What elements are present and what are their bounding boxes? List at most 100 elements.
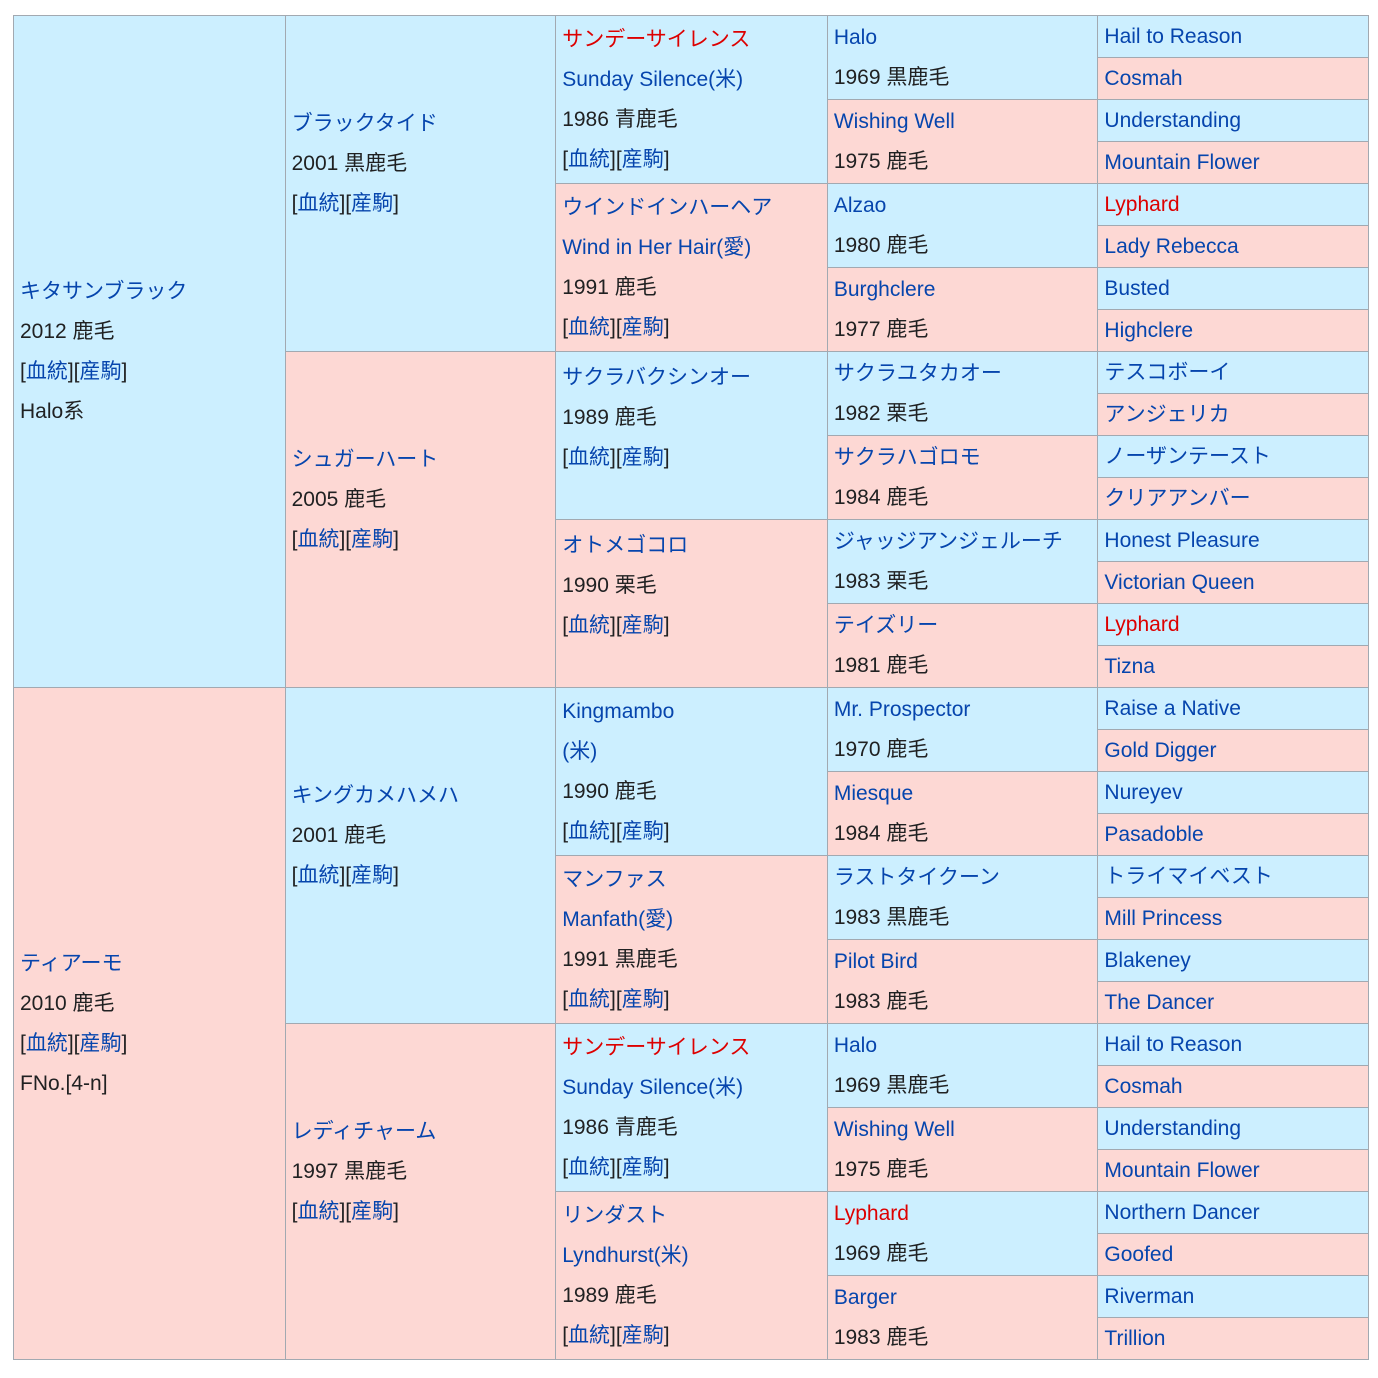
horse-name[interactable]: キタサンブラック <box>20 279 188 303</box>
horse-name[interactable]: ジャッジアンジェルーチ <box>833 529 1063 553</box>
horse-name[interactable]: Hail to Reason <box>1104 1032 1243 1056</box>
horse-name[interactable]: キングカメハメハ <box>291 783 459 807</box>
horse-alt-name[interactable]: Sunday Silence(米) <box>562 1075 744 1099</box>
horse-name[interactable]: Northern Dancer <box>1104 1200 1260 1224</box>
offspring-link[interactable]: 産駒 <box>621 987 664 1011</box>
horse-name[interactable]: Trillion <box>1104 1326 1166 1350</box>
horse-name[interactable]: Halo <box>833 1033 878 1057</box>
horse-name[interactable]: ノーザンテースト <box>1104 444 1271 468</box>
horse-name[interactable]: ブラックタイド <box>291 111 438 135</box>
offspring-link[interactable]: 産駒 <box>351 191 394 215</box>
horse-name[interactable]: Halo <box>833 25 878 49</box>
pedigree-link[interactable]: 血統 <box>568 819 611 843</box>
horse-alt-name[interactable]: Lyndhurst(米) <box>562 1243 689 1267</box>
pedigree-link[interactable]: 血統 <box>568 987 611 1011</box>
pedigree-link[interactable]: 血統 <box>568 445 611 469</box>
offspring-link[interactable]: 産駒 <box>621 445 664 469</box>
horse-name[interactable]: Hail to Reason <box>1104 24 1243 48</box>
offspring-link[interactable]: 産駒 <box>351 1199 394 1223</box>
horse-name[interactable]: Wishing Well <box>833 109 955 133</box>
pedigree-link[interactable]: 血統 <box>25 359 68 383</box>
horse-name[interactable]: Riverman <box>1104 1284 1195 1308</box>
horse-name[interactable]: Lady Rebecca <box>1104 234 1239 258</box>
horse-name[interactable]: アンジェリカ <box>1104 402 1230 426</box>
horse-name[interactable]: The Dancer <box>1104 990 1215 1014</box>
pedigree-link[interactable]: 血統 <box>568 315 611 339</box>
horse-name[interactable]: Wishing Well <box>833 1117 955 1141</box>
gen4-cell: Halo 1969 黒鹿毛 <box>826 15 1099 100</box>
offspring-link[interactable]: 産駒 <box>351 863 394 887</box>
horse-name[interactable]: Alzao <box>833 193 887 217</box>
horse-name[interactable]: サンデーサイレンス <box>562 27 751 51</box>
horse-name[interactable]: Lyphard <box>1104 192 1180 216</box>
horse-name[interactable]: マンファス <box>562 867 667 891</box>
horse-name[interactable]: ウインドインハーヘア <box>562 195 773 219</box>
horse-name[interactable]: Burghclere <box>833 277 936 301</box>
offspring-link[interactable]: 産駒 <box>351 527 394 551</box>
horse-name[interactable]: Cosmah <box>1104 1074 1183 1098</box>
offspring-link[interactable]: 産駒 <box>621 1323 664 1347</box>
horse-name[interactable]: Gold Digger <box>1104 738 1217 762</box>
horse-name[interactable]: テスコボーイ <box>1104 360 1231 384</box>
horse-name[interactable]: Miesque <box>833 781 914 805</box>
horse-name[interactable]: トライマイベスト <box>1104 864 1273 888</box>
horse-name[interactable]: Mill Princess <box>1104 906 1223 930</box>
horse-name[interactable]: オトメゴコロ <box>562 533 689 557</box>
horse-alt-name[interactable]: Sunday Silence(米) <box>562 67 744 91</box>
horse-alt-name[interactable]: (米) <box>562 739 598 763</box>
offspring-link[interactable]: 産駒 <box>621 1155 664 1179</box>
horse-name[interactable]: Raise a Native <box>1104 696 1241 720</box>
pedigree-link[interactable]: 血統 <box>297 1199 340 1223</box>
horse-name[interactable]: Tizna <box>1104 654 1155 678</box>
horse-name[interactable]: クリアアンバー <box>1104 486 1251 510</box>
horse-name[interactable]: Mr. Prospector <box>833 697 971 721</box>
horse-name[interactable]: Kingmambo <box>562 699 675 723</box>
pedigree-link[interactable]: 血統 <box>568 147 611 171</box>
horse-name[interactable]: サンデーサイレンス <box>562 1035 751 1059</box>
pedigree-link[interactable]: 血統 <box>297 527 340 551</box>
horse-name[interactable]: ティアーモ <box>20 951 123 975</box>
horse-name[interactable]: Cosmah <box>1104 66 1183 90</box>
horse-name[interactable]: Pilot Bird <box>833 949 918 973</box>
offspring-link[interactable]: 産駒 <box>79 1031 122 1055</box>
horse-name[interactable]: Understanding <box>1104 1116 1241 1140</box>
horse-name[interactable]: ラストタイクーン <box>833 865 1000 889</box>
horse-name[interactable]: Mountain Flower <box>1104 1158 1260 1182</box>
horse-name[interactable]: レディチャーム <box>291 1119 437 1143</box>
offspring-link[interactable]: 産駒 <box>621 613 664 637</box>
offspring-link[interactable]: 産駒 <box>79 359 122 383</box>
horse-name[interactable]: Highclere <box>1104 318 1194 342</box>
gen5-cell: Busted <box>1097 267 1369 310</box>
pedigree-link[interactable]: 血統 <box>297 191 340 215</box>
gen4-cell: Wishing Well 1975 鹿毛 <box>826 99 1099 184</box>
pedigree-link[interactable]: 血統 <box>568 613 611 637</box>
offspring-link[interactable]: 産駒 <box>621 315 664 339</box>
pedigree-link[interactable]: 血統 <box>568 1155 611 1179</box>
horse-name[interactable]: Lyphard <box>833 1201 909 1225</box>
horse-name[interactable]: Lyphard <box>1104 612 1180 636</box>
horse-birth-color: 1975 鹿毛 <box>833 1157 929 1181</box>
horse-name[interactable]: Honest Pleasure <box>1104 528 1260 552</box>
horse-name[interactable]: Pasadoble <box>1104 822 1204 846</box>
horse-name[interactable]: Busted <box>1104 276 1170 300</box>
offspring-link[interactable]: 産駒 <box>621 819 664 843</box>
horse-name[interactable]: Victorian Queen <box>1104 570 1255 594</box>
horse-name[interactable]: シュガーハート <box>291 447 439 471</box>
pedigree-link[interactable]: 血統 <box>25 1031 68 1055</box>
pedigree-link[interactable]: 血統 <box>297 863 340 887</box>
horse-name[interactable]: Goofed <box>1104 1242 1174 1266</box>
horse-name[interactable]: サクラバクシンオー <box>562 365 751 389</box>
horse-name[interactable]: Barger <box>833 1285 897 1309</box>
horse-name[interactable]: Mountain Flower <box>1104 150 1260 174</box>
horse-name[interactable]: リンダスト <box>562 1203 668 1227</box>
horse-name[interactable]: Nureyev <box>1104 780 1183 804</box>
pedigree-link[interactable]: 血統 <box>568 1323 611 1347</box>
horse-alt-name[interactable]: Manfath(愛) <box>562 907 674 931</box>
horse-name[interactable]: サクラユタカオー <box>833 361 1002 385</box>
horse-name[interactable]: Blakeney <box>1104 948 1191 972</box>
offspring-link[interactable]: 産駒 <box>621 147 664 171</box>
horse-name[interactable]: テイズリー <box>833 613 939 637</box>
horse-name[interactable]: Understanding <box>1104 108 1241 132</box>
horse-name[interactable]: サクラハゴロモ <box>833 445 981 469</box>
horse-alt-name[interactable]: Wind in Her Hair(愛) <box>562 235 752 259</box>
